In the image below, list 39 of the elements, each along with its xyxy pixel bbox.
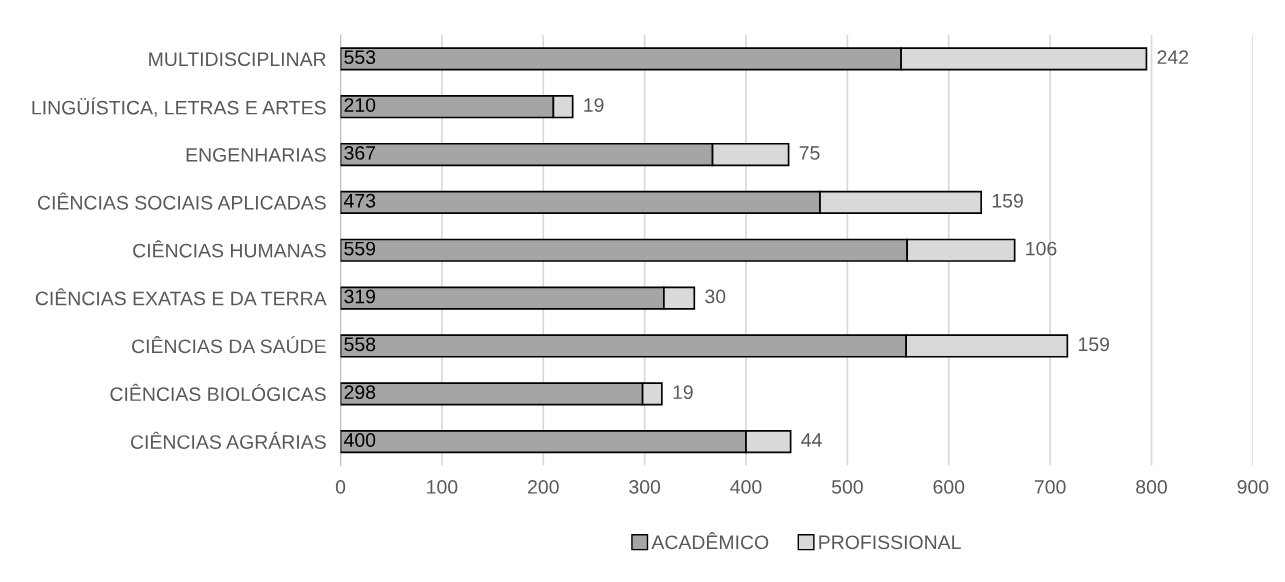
y-tick-label: MULTIDISCIPLINAR <box>149 52 326 67</box>
x-tick-label: 300 <box>629 480 661 494</box>
data-label: 298 <box>344 385 376 400</box>
data-label: 75 <box>799 146 820 160</box>
data-label: 558 <box>344 337 376 352</box>
x-tick-label: 0 <box>335 480 346 494</box>
y-tick-label: CIÊNCIAS EXATAS E DA TERRA <box>35 288 327 306</box>
y-tick-label: LINGÜÍSTICA, LETRAS E ARTES <box>32 97 326 117</box>
data-label: 106 <box>1026 241 1057 256</box>
data-label: 210 <box>344 98 376 112</box>
data-label: 44 <box>801 433 822 447</box>
x-tick-label: 200 <box>528 480 559 494</box>
data-label: 159 <box>1078 337 1110 352</box>
legend-label: ACADÊMICO <box>651 531 769 550</box>
data-label: 400 <box>344 433 376 447</box>
data-label: 367 <box>344 146 376 160</box>
data-label: 30 <box>705 289 726 304</box>
x-tick-label: 100 <box>427 480 458 494</box>
data-label: 19 <box>673 385 693 400</box>
x-tick-label: 900 <box>1237 480 1269 494</box>
data-label: 319 <box>344 289 376 304</box>
x-tick-label: 600 <box>933 480 965 494</box>
x-tick-label: 400 <box>730 480 762 494</box>
data-label: 159 <box>992 193 1023 208</box>
y-tick-label: ENGENHARIAS <box>186 148 326 162</box>
data-label: 473 <box>344 193 376 208</box>
y-tick-label: CIÊNCIAS DA SAÚDE <box>132 336 326 354</box>
data-label: 553 <box>344 50 376 65</box>
y-tick-label: CIÊNCIAS AGRÁRIAS <box>130 431 326 449</box>
x-tick-label: 500 <box>831 480 863 494</box>
x-tick-label: 800 <box>1136 480 1167 494</box>
data-label: 19 <box>584 98 604 112</box>
legend-label: PROFISSIONAL <box>819 535 961 550</box>
y-tick-label: CIÊNCIAS SOCIAIS APLICADAS <box>38 192 326 210</box>
data-label: 559 <box>344 241 376 256</box>
y-tick-label: CIÊNCIAS HUMANAS <box>133 240 326 258</box>
data-label: 242 <box>1157 50 1189 64</box>
y-tick-label: CIÊNCIAS BIOLÓGICAS <box>110 383 326 402</box>
x-tick-label: 700 <box>1034 480 1066 494</box>
